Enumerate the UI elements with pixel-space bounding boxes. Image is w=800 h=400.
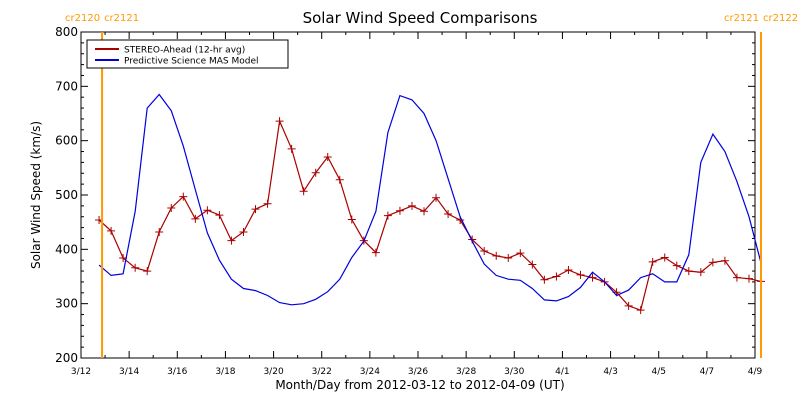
data-point-marker bbox=[576, 270, 585, 279]
data-point-marker bbox=[227, 236, 236, 245]
x-tick-label: 4/7 bbox=[700, 367, 714, 377]
data-point-marker bbox=[540, 275, 549, 284]
y-tick-label: 300 bbox=[55, 297, 78, 311]
data-point-marker bbox=[720, 256, 729, 265]
data-point-marker bbox=[672, 261, 681, 270]
data-point-marker bbox=[143, 267, 152, 276]
y-axis-label: Solar Wind Speed (km/s) bbox=[29, 121, 43, 269]
data-point-marker bbox=[311, 168, 320, 177]
y-tick-label: 500 bbox=[55, 188, 78, 202]
x-tick-label: 3/26 bbox=[408, 367, 428, 377]
data-point-marker bbox=[155, 227, 164, 236]
data-point-marker bbox=[444, 210, 453, 219]
rotation-marker-labels: cr2120 cr2121 cr2121 cr2122 bbox=[65, 13, 798, 24]
legend-entry-label: Predictive Science MAS Model bbox=[124, 57, 259, 67]
data-point-marker bbox=[696, 268, 705, 277]
x-tick-label: 4/5 bbox=[651, 367, 665, 377]
series-line-stereo-ahead bbox=[98, 118, 762, 311]
y-tick-label: 400 bbox=[55, 242, 78, 256]
data-point-marker bbox=[203, 206, 212, 215]
data-point-marker bbox=[299, 187, 308, 196]
legend: STEREO-Ahead (12-hr avg)Predictive Scien… bbox=[86, 39, 289, 69]
y-tick-label: 700 bbox=[55, 79, 78, 93]
data-point-marker bbox=[480, 246, 489, 255]
rotation-label: cr2122 bbox=[763, 13, 798, 24]
y-tick-label: 200 bbox=[55, 351, 78, 365]
data-point-marker bbox=[251, 205, 260, 214]
x-tick-label: 3/12 bbox=[71, 367, 91, 377]
data-point-marker bbox=[239, 227, 248, 236]
y-tick-label: 800 bbox=[55, 25, 78, 39]
data-point-marker bbox=[660, 253, 669, 262]
rotation-label: cr2120 bbox=[65, 13, 100, 24]
data-point-marker bbox=[564, 265, 573, 274]
data-point-marker bbox=[167, 204, 176, 213]
legend-entry-label: STEREO-Ahead (12-hr avg) bbox=[124, 46, 245, 56]
data-point-marker bbox=[215, 211, 224, 220]
x-tick-label: 3/14 bbox=[119, 367, 139, 377]
data-point-marker bbox=[624, 301, 633, 310]
data-point-marker bbox=[131, 263, 140, 272]
x-axis-label: Month/Day from 2012-03-12 to 2012-04-09 … bbox=[275, 378, 564, 392]
data-point-marker bbox=[335, 175, 344, 184]
legend-box bbox=[86, 39, 289, 69]
data-point-marker bbox=[275, 117, 284, 126]
data-point-marker bbox=[191, 214, 200, 223]
data-point-marker bbox=[263, 199, 272, 208]
data-point-marker bbox=[432, 193, 441, 202]
data-point-marker bbox=[407, 201, 416, 210]
x-tick-label: 4/9 bbox=[748, 367, 763, 377]
data-point-marker bbox=[744, 274, 753, 283]
data-point-marker bbox=[383, 211, 392, 220]
data-point-marker bbox=[107, 226, 116, 235]
rotation-label: cr2121 bbox=[724, 13, 759, 24]
series-line-mas-model bbox=[98, 93, 762, 306]
y-tick-label: 600 bbox=[55, 134, 78, 148]
data-point-marker bbox=[179, 192, 188, 201]
data-point-marker bbox=[648, 257, 657, 266]
data-point-marker bbox=[684, 267, 693, 276]
data-point-marker bbox=[636, 306, 645, 315]
data-point-marker bbox=[287, 144, 296, 153]
x-tick-label: 3/28 bbox=[456, 367, 476, 377]
data-point-marker bbox=[395, 206, 404, 215]
x-tick-label: 3/30 bbox=[504, 367, 524, 377]
data-point-marker bbox=[492, 251, 501, 260]
plot-area: 200 300 400 500 600 700 800 3/12 3/14 3/16 3/18 3/2… bbox=[55, 25, 766, 377]
rotation-label: cr2121 bbox=[104, 13, 139, 24]
data-point-marker bbox=[588, 273, 597, 282]
data-point-marker bbox=[347, 215, 356, 224]
x-tick-label: 3/20 bbox=[263, 367, 283, 377]
data-point-marker bbox=[732, 273, 741, 282]
x-tick-label: 3/24 bbox=[360, 367, 380, 377]
data-point-marker bbox=[528, 260, 537, 269]
x-tick-label: 3/22 bbox=[312, 367, 332, 377]
data-point-marker bbox=[708, 258, 717, 267]
data-point-marker bbox=[552, 272, 561, 281]
data-point-marker bbox=[516, 249, 525, 258]
data-point-marker bbox=[504, 254, 513, 263]
x-tick-label: 3/18 bbox=[215, 367, 235, 377]
data-point-marker bbox=[371, 248, 380, 257]
chart-title: Solar Wind Speed Comparisons bbox=[303, 9, 538, 27]
x-tick-label: 4/3 bbox=[603, 367, 617, 377]
x-tick-label: 3/16 bbox=[167, 367, 187, 377]
x-tick-label: 4/1 bbox=[555, 367, 569, 377]
data-point-marker bbox=[420, 207, 429, 216]
data-point-marker bbox=[323, 152, 332, 161]
